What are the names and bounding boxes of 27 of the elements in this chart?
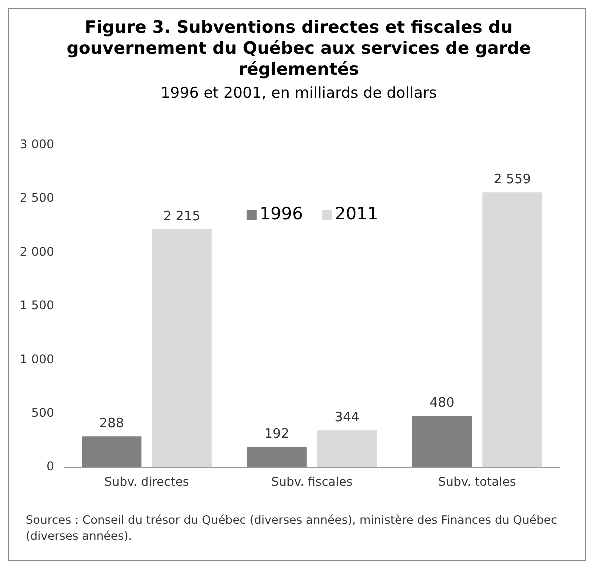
- data-label: 2 559: [494, 172, 532, 188]
- y-tick-label: 1 500: [20, 298, 54, 313]
- data-label: 2 215: [163, 209, 201, 224]
- x-tick-label: Subv. totales: [438, 474, 516, 489]
- y-tick-label: 1 000: [20, 352, 54, 366]
- data-label: 192: [264, 426, 290, 442]
- chart-title: Figure 3. Subventions directes et fiscales du gouvernement du Québec aux services de garde réglementés: [66, 18, 532, 81]
- bar: [247, 446, 307, 468]
- y-tick-label: 0: [46, 460, 54, 474]
- legend-label: 2011: [335, 204, 378, 225]
- chart-subtitle: 1996 et 2001, en milliards de dollars: [160, 84, 438, 102]
- bar: [317, 430, 378, 468]
- data-label: 480: [430, 396, 455, 411]
- data-label: 344: [334, 410, 360, 426]
- y-tick-label: 3 000: [20, 137, 54, 152]
- y-tick-label: 2 000: [20, 244, 54, 259]
- x-tick-label: Subv. fiscales: [271, 474, 353, 489]
- bar: [482, 192, 542, 468]
- legend-label: 1996: [260, 204, 304, 225]
- source-note: Sources : Conseil du trésor du Québec (diverses années), ministère des Finances du Québec (diverses années).: [26, 512, 558, 544]
- y-tick-label: 2 500: [20, 191, 54, 206]
- bar: [412, 416, 472, 468]
- bar: [152, 230, 212, 468]
- bar: [82, 436, 142, 468]
- y-tick-label: 500: [31, 406, 54, 420]
- data-label: 288: [99, 416, 124, 432]
- x-tick-label: Subv. directes: [104, 474, 190, 489]
